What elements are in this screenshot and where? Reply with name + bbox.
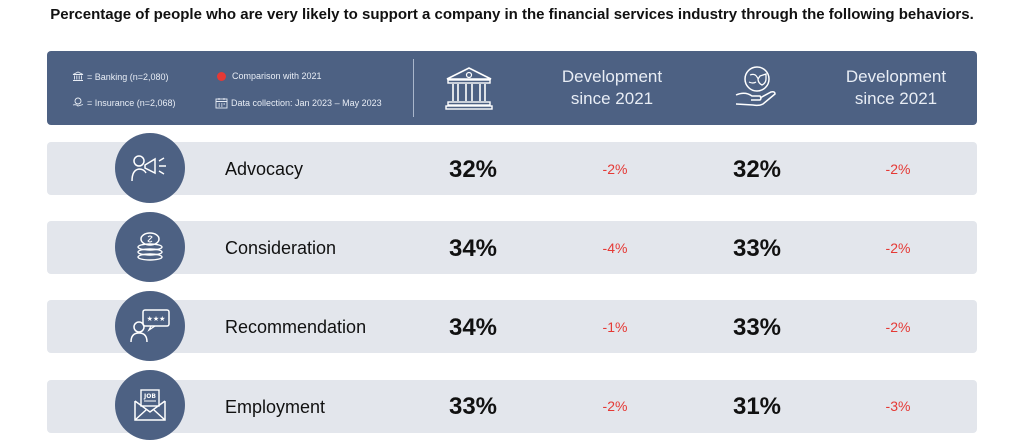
table-row-advocacy	[47, 142, 977, 195]
banking-change: -2%	[602, 161, 628, 177]
insurance-development-line1: Development	[845, 67, 947, 86]
insurance-change: -2%	[885, 319, 911, 335]
banking-value: 34%	[448, 314, 498, 341]
table-row-employment	[47, 380, 977, 433]
legend-comparison: Comparison with 2021	[217, 71, 322, 81]
banking-value: 32%	[448, 156, 498, 183]
insurance-change: -2%	[885, 161, 911, 177]
banking-change: -4%	[602, 240, 628, 256]
insurance-value: 33%	[732, 314, 782, 341]
svg-text:★★★: ★★★	[147, 315, 166, 323]
insurance-value: 31%	[732, 393, 782, 420]
table-row-consideration	[47, 221, 977, 274]
category-label: Employment	[225, 397, 326, 417]
insurance-icon	[735, 66, 776, 107]
table-row-recommendation	[47, 300, 977, 353]
row-icon-circle: ★★★	[115, 291, 185, 361]
legend-collection: Data collection: Jan 2023 – May 2023	[215, 97, 382, 109]
red-dot-icon	[217, 71, 226, 81]
svg-text:JOB: JOB	[143, 393, 156, 400]
banking-development-line2: since 2021	[570, 89, 654, 108]
row-icon-circle	[115, 133, 185, 203]
row-icon-circle	[115, 212, 185, 282]
insurance-development-header: Development since 2021	[821, 66, 971, 110]
banking-development-line1: Development	[561, 67, 663, 86]
legend-insurance-label: = Insurance (n=2,068)	[87, 97, 176, 108]
chart-title: Percentage of people who are very likely…	[50, 6, 974, 23]
banking-value: 34%	[448, 235, 498, 262]
legend-banking-label: = Banking (n=2,080)	[87, 71, 169, 82]
legend-banking: = Banking (n=2,080)	[72, 71, 169, 82]
row-icon-circle: JOB	[115, 370, 185, 440]
category-label: Recommendation	[225, 317, 367, 337]
banking-change: -2%	[602, 398, 628, 414]
legend-comparison-label: Comparison with 2021	[232, 71, 322, 81]
banking-development-header: Development since 2021	[537, 66, 687, 110]
calendar-icon	[215, 98, 228, 109]
insurance-value: 32%	[732, 156, 782, 183]
banking-change: -1%	[602, 319, 628, 335]
table-header: = Banking (n=2,080) = Insurance (n=2,068…	[47, 51, 977, 125]
megaphone-person-icon	[131, 155, 166, 182]
banking-value: 33%	[448, 393, 498, 420]
header-divider	[413, 59, 414, 117]
insurance-small-icon	[72, 97, 84, 107]
coins-icon	[137, 232, 163, 261]
insurance-change: -3%	[885, 398, 911, 414]
legend-collection-label: Data collection: Jan 2023 – May 2023	[231, 98, 382, 108]
category-label: Advocacy	[225, 159, 304, 179]
legend-insurance: = Insurance (n=2,068)	[72, 97, 176, 108]
category-label: Consideration	[225, 238, 337, 258]
bank-icon	[445, 67, 493, 110]
job-envelope-icon: JOB	[134, 389, 166, 421]
insurance-value: 33%	[732, 235, 782, 262]
insurance-change: -2%	[885, 240, 911, 256]
insurance-development-line2: since 2021	[854, 89, 938, 108]
review-person-icon: ★★★	[130, 309, 170, 343]
bank-small-icon	[72, 71, 84, 81]
